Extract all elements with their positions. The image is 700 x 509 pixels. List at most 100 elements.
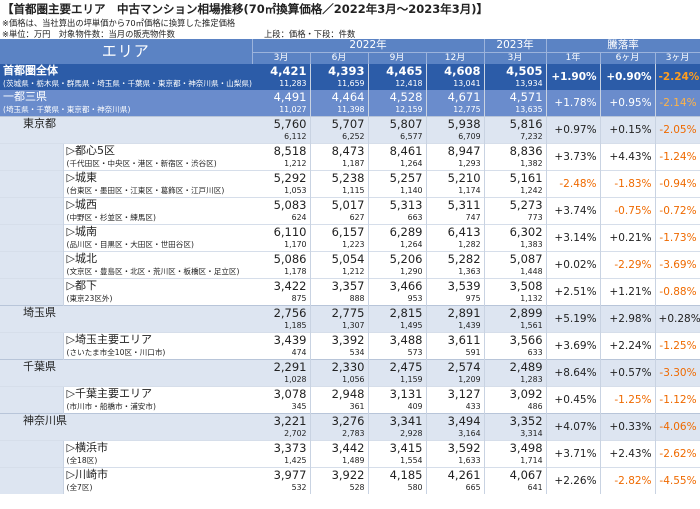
price-cell: 3,357 <box>310 278 369 293</box>
change-cell: +2.43% <box>600 440 656 468</box>
header-month: 3月 <box>484 52 547 64</box>
count-cell: 624 <box>252 212 311 225</box>
count-cell: 1,489 <box>310 455 369 468</box>
change-cell: -0.75% <box>600 197 656 225</box>
count-cell: 1,212 <box>310 266 369 279</box>
change-cell: +0.95% <box>600 90 656 117</box>
change-cell: -1.25% <box>655 332 700 360</box>
count-cell: 1,242 <box>484 185 547 198</box>
indent-cell <box>0 305 20 333</box>
price-cell: 5,083 <box>252 197 311 212</box>
count-cell: 1,187 <box>310 158 369 171</box>
change-cell: -2.14% <box>655 90 700 117</box>
table-row-counts: 2,702 2,783 2,928 3,164 3,314 <box>0 428 700 441</box>
price-cell: 5,292 <box>252 170 311 185</box>
change-cell: -2.24% <box>655 64 700 90</box>
price-cell: 8,518 <box>252 143 311 158</box>
price-cell: 2,775 <box>310 305 369 320</box>
count-cell: 1,223 <box>310 239 369 252</box>
indent-cell <box>0 332 20 360</box>
count-cell: 7,232 <box>484 131 547 144</box>
area-name: ▷川崎市 <box>62 467 252 482</box>
change-cell: +0.28% <box>655 305 700 333</box>
table-row-counts: 1,185 1,307 1,495 1,439 1,561 <box>0 320 700 333</box>
count-cell: 11,659 <box>310 78 369 90</box>
area-description <box>20 320 252 333</box>
price-cell: 2,815 <box>368 305 427 320</box>
change-cell: -3.69% <box>655 251 700 279</box>
table-row: ▷城北 5,086 5,054 5,206 5,282 5,087 +0.02% -2.29%… <box>0 251 700 279</box>
count-cell: 663 <box>368 212 427 225</box>
change-cell: -2.82% <box>600 467 656 494</box>
change-cell: +3.14% <box>546 224 601 252</box>
price-cell: 6,302 <box>484 224 547 239</box>
price-cell: 3,566 <box>484 332 547 347</box>
change-cell: +0.90% <box>600 64 656 90</box>
change-cell: -2.62% <box>655 440 700 468</box>
header-month: 3月 <box>252 52 311 64</box>
change-cell: +5.19% <box>546 305 601 333</box>
count-cell: 1,290 <box>368 266 427 279</box>
price-cell: 5,210 <box>426 170 485 185</box>
indent-cell <box>20 467 63 494</box>
indent-cell <box>0 440 20 468</box>
table-row: ▷城南 6,110 6,157 6,289 6,413 6,302 +3.14% +0.21%… <box>0 224 700 252</box>
price-cell: 8,836 <box>484 143 547 158</box>
table-row: ▷横浜市 3,373 3,442 3,415 3,592 3,498 +3.71% +2.43… <box>0 440 700 468</box>
count-cell: 6,577 <box>368 131 427 144</box>
change-cell: -1.24% <box>655 143 700 171</box>
count-cell: 1,282 <box>426 239 485 252</box>
count-cell: 1,174 <box>426 185 485 198</box>
price-cell: 4,608 <box>426 64 485 78</box>
table-row-counts: (台東区・墨田区・江東区・葛飾区・江戸川区) 1,053 1,115 1,140 1,1… <box>0 185 700 198</box>
header-month: 9月 <box>368 52 427 64</box>
table-row: ▷都心5区 8,518 8,473 8,461 8,947 8,836 +3.73% +4.4… <box>0 143 700 171</box>
price-cell: 2,330 <box>310 359 369 374</box>
price-cell: 5,707 <box>310 116 369 131</box>
price-cell: 3,611 <box>426 332 485 347</box>
table-row: ▷都下 3,422 3,357 3,466 3,539 3,508 +2.51% +1.21%… <box>0 278 700 306</box>
change-cell: -1.73% <box>655 224 700 252</box>
count-cell: 1,264 <box>368 158 427 171</box>
area-name: 神奈川県 <box>20 413 252 428</box>
count-cell: 633 <box>484 347 547 360</box>
change-cell: -3.30% <box>655 359 700 387</box>
table-row-counts: (さいたま市全10区・川口市) 474 534 573 591 633 <box>0 347 700 360</box>
price-cell: 2,756 <box>252 305 311 320</box>
count-cell: 1,178 <box>252 266 311 279</box>
count-cell: 1,212 <box>252 158 311 171</box>
indent-cell <box>0 116 20 144</box>
price-cell: 8,947 <box>426 143 485 158</box>
count-cell: 361 <box>310 401 369 414</box>
count-cell: 1,053 <box>252 185 311 198</box>
table-row-counts: (埼玉県・千葉県・東京都・神奈川県) 11,027 11,398 12,159 12,7… <box>0 104 700 117</box>
change-cell: -0.88% <box>655 278 700 306</box>
price-cell: 2,899 <box>484 305 547 320</box>
price-cell: 3,922 <box>310 467 369 482</box>
header-period: 1年 <box>546 52 601 64</box>
area-name: ▷埼玉主要エリア <box>62 332 252 347</box>
change-cell: +0.45% <box>546 386 601 414</box>
area-description: (市川市・船橋市・浦安市) <box>62 401 252 414</box>
header-change: 騰落率 <box>546 39 700 53</box>
price-cell: 3,092 <box>484 386 547 401</box>
change-cell: +0.57% <box>600 359 656 387</box>
count-cell: 1,561 <box>484 320 547 333</box>
table-row-counts: (中野区・杉並区・練馬区) 624 627 663 747 773 <box>0 212 700 225</box>
change-cell: +3.69% <box>546 332 601 360</box>
change-cell: +0.15% <box>600 116 656 144</box>
area-description: (台東区・墨田区・江東区・葛飾区・江戸川区) <box>62 185 252 198</box>
count-cell: 2,783 <box>310 428 369 441</box>
price-cell: 6,413 <box>426 224 485 239</box>
price-cell: 3,341 <box>368 413 427 428</box>
change-cell: +1.90% <box>546 64 601 90</box>
area-description: (茨城県・栃木県・群馬県・埼玉県・千葉県・東京都・神奈川県・山梨県) <box>0 78 252 90</box>
change-cell: +3.73% <box>546 143 601 171</box>
price-cell: 2,291 <box>252 359 311 374</box>
price-cell: 5,816 <box>484 116 547 131</box>
indent-cell <box>20 224 63 252</box>
indent-cell <box>20 440 63 468</box>
change-cell: +0.02% <box>546 251 601 279</box>
count-cell: 1,115 <box>310 185 369 198</box>
change-cell: +4.43% <box>600 143 656 171</box>
